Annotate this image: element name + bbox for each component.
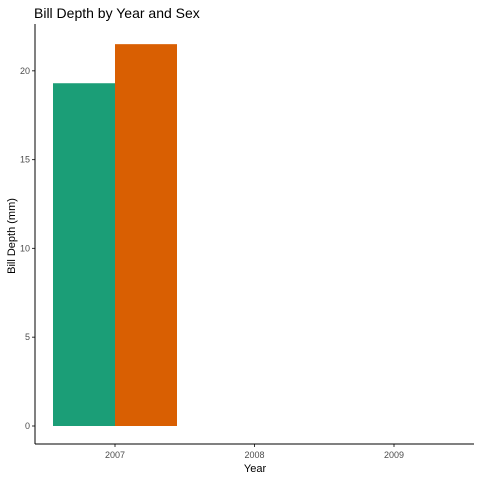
y-axis-title: Bill Depth (mm) [6, 198, 18, 274]
x-axis-ticks: 2007 2008 2009 [105, 444, 404, 460]
x-tick-label: 2009 [384, 450, 404, 460]
y-axis-ticks: 0 5 10 15 20 [20, 66, 35, 431]
x-tick-label: 2007 [105, 450, 125, 460]
y-tick-label: 15 [20, 155, 30, 165]
y-tick-label: 20 [20, 66, 30, 76]
x-axis-title: Year [244, 463, 267, 475]
bar-2007-series-1 [53, 83, 115, 427]
bars-group [53, 44, 177, 427]
y-tick-label: 5 [25, 332, 30, 342]
chart-title: Bill Depth by Year and Sex [34, 5, 200, 21]
y-tick-label: 10 [20, 243, 30, 253]
y-tick-label: 0 [25, 421, 30, 431]
bar-2007-series-2 [115, 44, 177, 426]
x-tick-label: 2008 [244, 450, 264, 460]
